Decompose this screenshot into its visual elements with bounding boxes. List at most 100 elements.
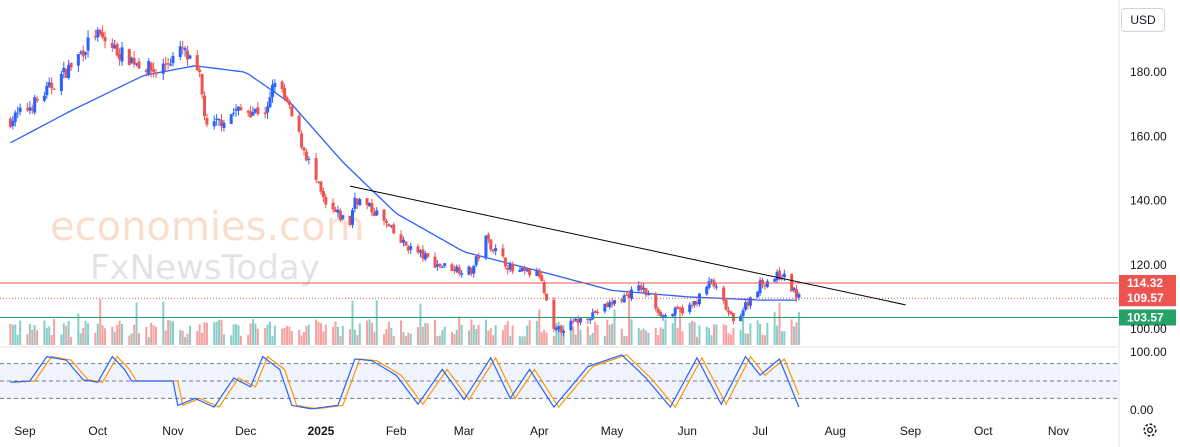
candle-body	[656, 308, 660, 313]
volume-bar	[77, 313, 80, 345]
volume-bar	[302, 332, 305, 345]
candle-body	[528, 268, 532, 276]
candle-body	[115, 44, 119, 56]
volume-bar	[506, 321, 509, 345]
volume-bar	[766, 322, 769, 345]
volume-bar	[45, 327, 48, 345]
candle-body	[154, 72, 158, 75]
candle-body	[467, 266, 471, 275]
candle-body	[370, 202, 374, 213]
volume-bar	[290, 330, 293, 345]
candle-body	[358, 199, 362, 206]
level-tag-resistance	[1119, 274, 1176, 291]
candle-body	[387, 224, 391, 227]
volume-bar	[249, 323, 252, 345]
volume-bar	[283, 328, 286, 345]
volume-bar	[368, 319, 371, 345]
volume-bar	[383, 334, 386, 345]
candle-body	[96, 29, 100, 38]
volume-bar	[385, 328, 388, 345]
volume-bar	[417, 327, 420, 345]
volume-bar	[138, 333, 141, 345]
candle-body	[232, 112, 236, 114]
candle-body	[409, 246, 413, 250]
volume-bar	[494, 324, 497, 345]
volume-bar	[130, 333, 133, 345]
candle-body	[280, 81, 284, 89]
candle-body	[542, 282, 546, 294]
candle-body	[484, 235, 488, 259]
volume-bar	[630, 319, 633, 345]
candle-body	[62, 67, 66, 73]
candle-body	[217, 119, 221, 121]
candle-body	[605, 303, 609, 308]
volume-bar	[540, 332, 543, 345]
candle-body	[236, 106, 240, 111]
candle-body	[571, 320, 575, 322]
volume-bar	[688, 322, 691, 345]
candle-body	[627, 293, 631, 299]
volume-bar	[213, 322, 216, 345]
volume-bar	[252, 319, 255, 345]
candle-body	[239, 107, 243, 111]
candle-body	[503, 257, 507, 267]
candle-body	[525, 269, 529, 272]
candle-body	[251, 112, 255, 116]
volume-bar	[725, 325, 728, 345]
volume-bar	[560, 325, 563, 345]
volume-bar	[783, 331, 786, 345]
candle-body	[222, 122, 226, 128]
volume-bar	[424, 323, 427, 345]
candle-body	[722, 287, 726, 301]
candle-body	[81, 50, 85, 57]
candle-body	[676, 306, 680, 309]
candle-body	[562, 330, 566, 333]
volume-bar	[603, 336, 606, 345]
volume-bar	[232, 324, 235, 345]
candle-body	[50, 82, 54, 89]
candle-body	[98, 30, 102, 35]
volume-bar	[14, 324, 17, 345]
price-axis[interactable]: 180.00 160.00 140.00 120.00 100.00 100.00 0.00	[1130, 65, 1167, 417]
candle-body	[45, 85, 49, 96]
candle-body	[794, 289, 798, 298]
volume-bar	[266, 324, 269, 345]
price-tick-label: 180.00	[1130, 65, 1167, 79]
volume-bar	[164, 330, 167, 345]
volume-bar	[705, 326, 708, 345]
candle-body	[688, 304, 692, 313]
volume-bar	[433, 319, 436, 345]
time-axis[interactable]: Sep Oct Nov Dec 2025 Feb Mar Apr May Jun Jul Aug Sep…	[14, 424, 1069, 438]
gear-icon[interactable]	[1141, 421, 1159, 439]
volume-bar	[421, 326, 424, 345]
volume-bar	[116, 325, 119, 345]
volume-bar	[254, 323, 257, 345]
volume-bar	[426, 323, 429, 345]
volume-bar	[654, 327, 657, 345]
volume-bar	[26, 334, 29, 345]
candle-body	[554, 328, 558, 330]
volume-bar	[509, 335, 512, 345]
volume-bar	[19, 320, 22, 345]
currency-selector[interactable]: USD	[1121, 8, 1165, 32]
candle-body	[646, 294, 650, 296]
volume-bar	[358, 323, 361, 345]
candle-body	[103, 37, 107, 42]
candle-body	[588, 318, 592, 321]
volume-bar	[16, 334, 19, 345]
candle-body	[705, 286, 709, 295]
candle-body	[540, 275, 544, 282]
candle-body	[392, 224, 396, 234]
candle-body	[256, 107, 260, 115]
volume-bar	[739, 329, 742, 345]
candle-body	[557, 326, 561, 330]
candle-body	[777, 270, 781, 280]
volume-bar	[317, 321, 320, 345]
candle-body	[372, 211, 376, 216]
volume-bar	[220, 319, 223, 345]
volume-bar	[167, 319, 170, 345]
candle-body	[314, 158, 318, 180]
candle-body	[421, 249, 425, 259]
volume-bar	[404, 335, 407, 345]
candle-body	[452, 269, 456, 271]
